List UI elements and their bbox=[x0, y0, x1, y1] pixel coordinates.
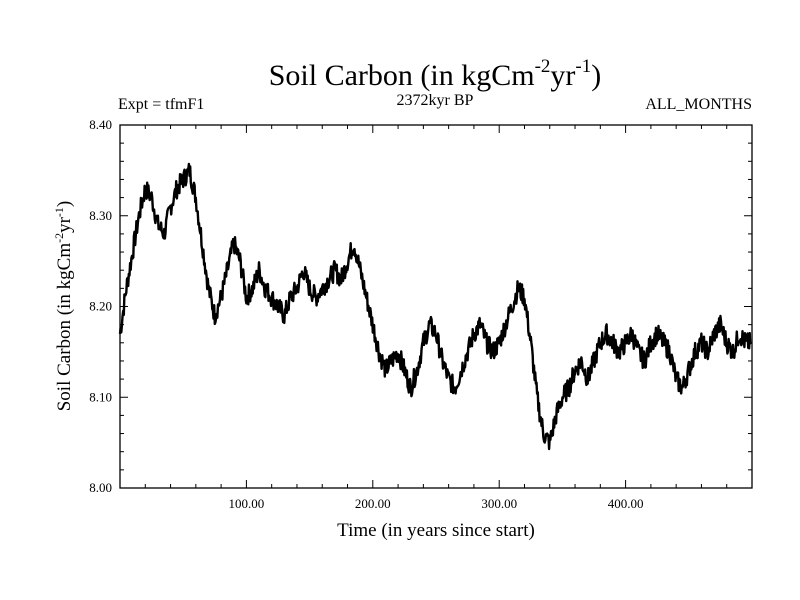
y-axis-label-mid: yr bbox=[54, 216, 75, 233]
x-tick-label: 300.00 bbox=[481, 496, 517, 511]
y-tick-label: 8.30 bbox=[89, 208, 112, 223]
months-label: ALL_MONTHS bbox=[645, 96, 752, 113]
y-tick-label: 8.40 bbox=[89, 117, 112, 132]
x-tick-label: 200.00 bbox=[355, 496, 391, 511]
x-tick-label: 100.00 bbox=[229, 496, 265, 511]
x-tick-labels: 100.00 200.00 300.00 400.00 bbox=[229, 496, 644, 511]
chart-title-sup1: -2 bbox=[535, 56, 551, 77]
x-axis-label: Time (in years since start) bbox=[337, 520, 535, 541]
experiment-label: Expt = tfmF1 bbox=[118, 96, 204, 113]
y-axis-label: Soil Carbon (in kgCm-2yr-1) bbox=[52, 201, 75, 412]
chart-title: Soil Carbon (in kgCm-2yr-1) bbox=[269, 56, 602, 92]
chart-title-sup2: -1 bbox=[575, 56, 591, 77]
chart-title-mid: yr bbox=[550, 59, 575, 92]
x-tick-label: 400.00 bbox=[608, 496, 644, 511]
chart-subtitle: 2372kyr BP bbox=[397, 92, 474, 109]
y-tick-label: 8.20 bbox=[89, 299, 112, 314]
y-tick-label: 8.00 bbox=[89, 480, 112, 495]
series-line-soil-carbon bbox=[118, 162, 752, 451]
chart-title-main: Soil Carbon (in kgCm bbox=[269, 59, 535, 92]
axis-ticks bbox=[120, 125, 752, 488]
y-axis-label-sup1: -2 bbox=[52, 233, 66, 243]
data-series bbox=[118, 162, 752, 451]
y-axis-label-end: ) bbox=[54, 201, 75, 207]
y-tick-label: 8.10 bbox=[89, 389, 112, 404]
chart-title-end: ) bbox=[591, 59, 601, 92]
y-tick-labels: 8.00 8.10 8.20 8.30 8.40 bbox=[89, 117, 112, 495]
y-axis-label-sup2: -1 bbox=[52, 207, 66, 217]
y-axis-label-main: Soil Carbon (in kgCm bbox=[54, 243, 75, 412]
